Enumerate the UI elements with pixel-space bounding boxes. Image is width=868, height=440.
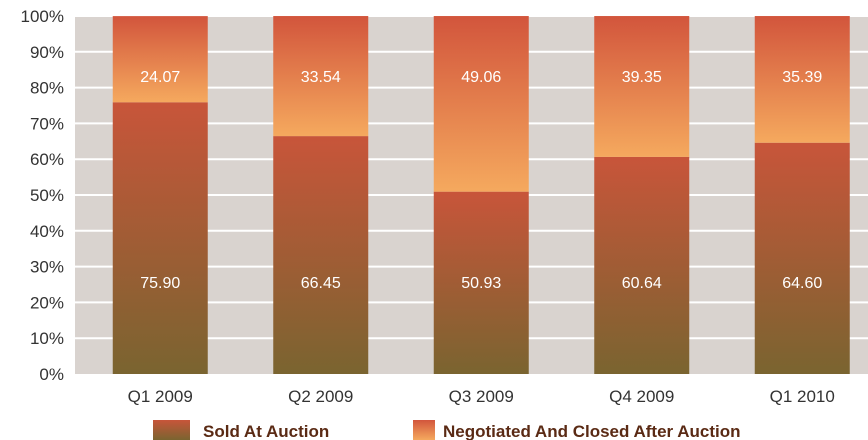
y-tick-label: 20% xyxy=(30,293,64,312)
y-tick-label: 10% xyxy=(30,329,64,348)
bars: 75.90 24.07 66.45 33.54 50.93 49.06 60.64 39.35… xyxy=(112,16,850,374)
bar-segment-sold-at-auction xyxy=(273,136,369,374)
legend-label: Sold At Auction xyxy=(203,422,329,440)
data-label-negotiated-after-auction: 39.35 xyxy=(622,69,662,86)
data-label-sold-at-auction: 50.93 xyxy=(461,275,501,292)
data-label-sold-at-auction: 75.90 xyxy=(140,275,180,292)
bar-segment-sold-at-auction xyxy=(754,142,850,374)
data-label-negotiated-after-auction: 49.06 xyxy=(461,69,501,86)
x-tick-label: Q3 2009 xyxy=(449,387,514,406)
bar-segment-negotiated-after-auction xyxy=(273,16,369,137)
y-tick-label: 80% xyxy=(30,79,64,98)
y-tick-label: 60% xyxy=(30,150,64,169)
data-label-sold-at-auction: 64.60 xyxy=(782,275,822,292)
legend-label: Negotiated And Closed After Auction xyxy=(443,422,741,440)
y-tick-label: 90% xyxy=(30,43,64,62)
y-tick-label: 40% xyxy=(30,222,64,241)
bar-segment-sold-at-auction xyxy=(112,102,208,374)
data-label-sold-at-auction: 60.64 xyxy=(622,275,662,292)
x-tick-label: Q1 2009 xyxy=(128,387,193,406)
y-tick-label: 30% xyxy=(30,258,64,277)
bar-segment-negotiated-after-auction xyxy=(754,16,850,143)
bar-segment-negotiated-after-auction xyxy=(112,16,208,103)
legend-swatch xyxy=(413,420,435,440)
bar-segment-negotiated-after-auction xyxy=(594,16,690,157)
y-tick-label: 0% xyxy=(39,365,64,384)
data-label-sold-at-auction: 66.45 xyxy=(301,275,341,292)
legend-swatch xyxy=(153,420,190,440)
bar-segment-sold-at-auction xyxy=(594,156,690,374)
x-tick-label: Q2 2009 xyxy=(288,387,353,406)
data-label-negotiated-after-auction: 24.07 xyxy=(140,69,180,86)
legend: Sold At Auction Negotiated And Closed Aft… xyxy=(153,420,741,440)
y-tick-label: 70% xyxy=(30,114,64,133)
x-axis: Q1 2009 Q2 2009 Q3 2009 Q4 2009 Q1 2010 xyxy=(128,387,835,406)
x-tick-label: Q4 2009 xyxy=(609,387,674,406)
data-label-negotiated-after-auction: 33.54 xyxy=(301,69,341,86)
data-label-negotiated-after-auction: 35.39 xyxy=(782,69,822,86)
y-tick-label: 100% xyxy=(21,7,64,26)
bar-segment-negotiated-after-auction xyxy=(433,16,529,192)
x-tick-label: Q1 2010 xyxy=(770,387,835,406)
y-tick-label: 50% xyxy=(30,186,64,205)
bar-segment-sold-at-auction xyxy=(433,191,529,374)
y-axis: 0% 10% 20% 30% 40% 50% 60% 70% 80% 90% 100% xyxy=(21,7,64,384)
